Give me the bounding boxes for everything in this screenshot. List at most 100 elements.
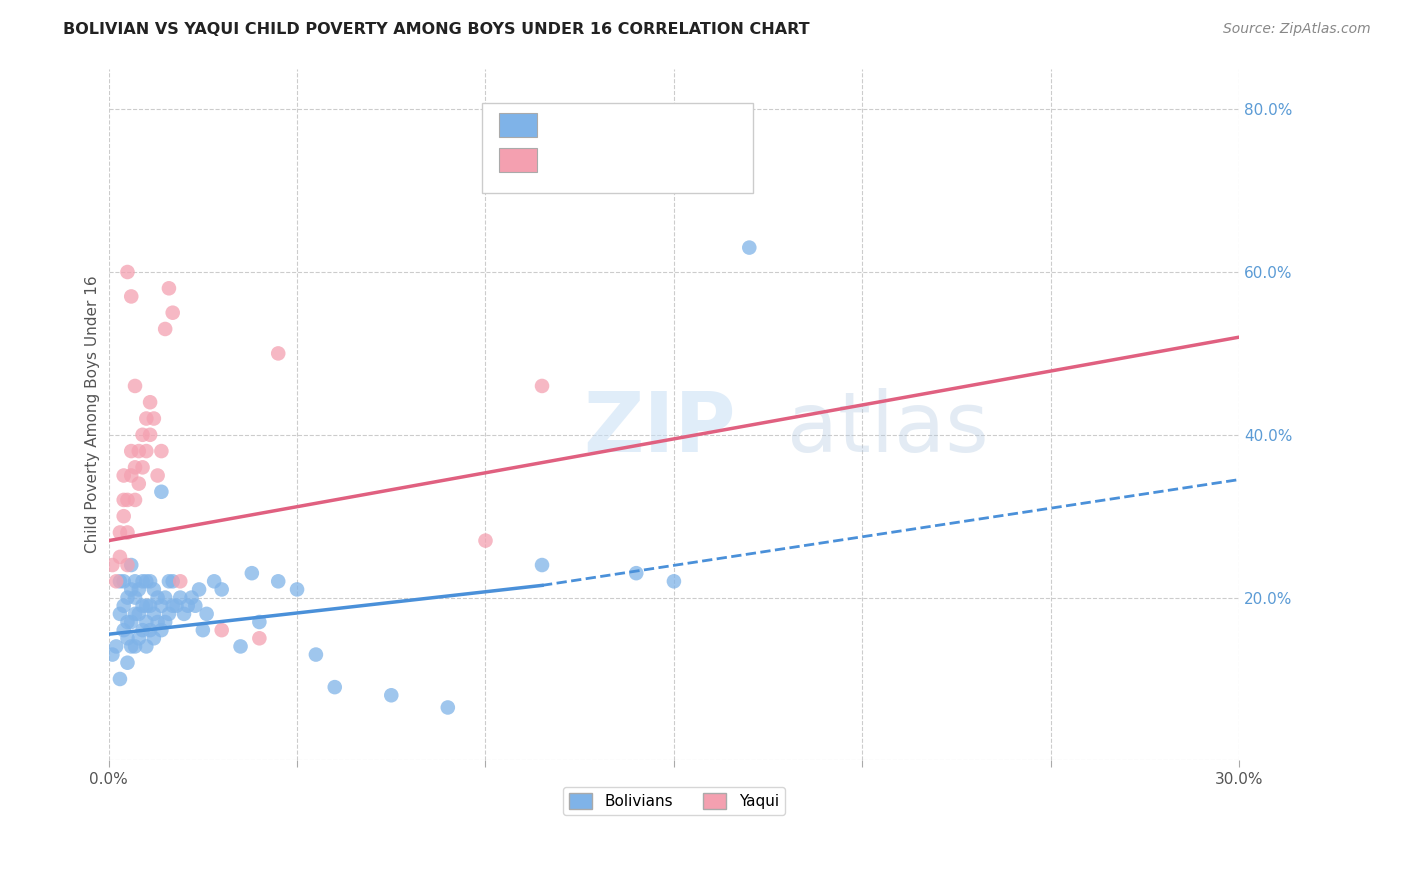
Point xyxy=(162,574,184,589)
Point xyxy=(124,591,146,605)
Point xyxy=(120,640,142,654)
FancyBboxPatch shape xyxy=(499,148,537,171)
Point xyxy=(195,607,218,621)
Point xyxy=(135,640,157,654)
Text: R =: R = xyxy=(550,152,585,169)
Point xyxy=(162,599,184,613)
Point xyxy=(738,241,761,255)
Point xyxy=(247,632,270,646)
Text: atlas: atlas xyxy=(787,388,988,469)
Point xyxy=(162,306,184,320)
Point xyxy=(131,623,153,637)
Point xyxy=(153,322,176,336)
Y-axis label: Child Poverty Among Boys Under 16: Child Poverty Among Boys Under 16 xyxy=(86,276,100,553)
Point xyxy=(131,574,153,589)
Point xyxy=(184,599,207,613)
Point xyxy=(157,607,180,621)
Point xyxy=(139,623,162,637)
Point xyxy=(305,648,328,662)
Point xyxy=(436,700,458,714)
Text: 71: 71 xyxy=(679,117,703,135)
Point xyxy=(531,379,554,393)
Point xyxy=(120,615,142,629)
Point xyxy=(166,599,188,613)
Point xyxy=(120,289,142,303)
Point xyxy=(108,672,131,686)
Point xyxy=(112,468,135,483)
Point xyxy=(120,582,142,597)
Text: 0.148: 0.148 xyxy=(586,117,638,135)
Point xyxy=(105,640,128,654)
Point xyxy=(131,427,153,442)
Point xyxy=(177,599,200,613)
Point xyxy=(131,460,153,475)
Point xyxy=(267,346,290,360)
Point xyxy=(240,566,263,581)
Point xyxy=(150,623,173,637)
Point xyxy=(124,607,146,621)
Point xyxy=(146,591,169,605)
Text: ZIP: ZIP xyxy=(583,388,735,469)
Point xyxy=(128,444,150,458)
Point xyxy=(323,680,346,694)
Point xyxy=(180,591,202,605)
Point xyxy=(169,574,191,589)
Point xyxy=(101,558,124,572)
Point xyxy=(146,468,169,483)
Text: Source: ZipAtlas.com: Source: ZipAtlas.com xyxy=(1223,22,1371,37)
Point xyxy=(124,460,146,475)
Point xyxy=(153,615,176,629)
Point xyxy=(108,574,131,589)
Point xyxy=(135,411,157,425)
Point xyxy=(267,574,290,589)
Point xyxy=(202,574,225,589)
Point xyxy=(169,591,191,605)
Point xyxy=(117,558,139,572)
Point xyxy=(135,599,157,613)
Point xyxy=(120,444,142,458)
Point xyxy=(128,582,150,597)
Point xyxy=(108,525,131,540)
FancyBboxPatch shape xyxy=(482,103,754,193)
Point xyxy=(135,444,157,458)
Text: 37: 37 xyxy=(679,152,703,169)
Point xyxy=(157,574,180,589)
Point xyxy=(247,615,270,629)
Point xyxy=(120,468,142,483)
Point xyxy=(139,395,162,409)
Point xyxy=(108,549,131,564)
Point xyxy=(146,615,169,629)
Point xyxy=(139,599,162,613)
Point xyxy=(131,599,153,613)
Point xyxy=(101,648,124,662)
Point xyxy=(120,558,142,572)
Point xyxy=(150,444,173,458)
Point xyxy=(191,623,214,637)
Point xyxy=(117,265,139,279)
Point xyxy=(142,582,165,597)
Point xyxy=(128,607,150,621)
Point xyxy=(474,533,496,548)
Point xyxy=(117,615,139,629)
Text: N =: N = xyxy=(645,117,682,135)
Point xyxy=(211,582,233,597)
Point xyxy=(142,411,165,425)
Point xyxy=(112,599,135,613)
Point xyxy=(135,615,157,629)
Point xyxy=(142,607,165,621)
Point xyxy=(124,574,146,589)
Point xyxy=(108,607,131,621)
Point xyxy=(117,632,139,646)
Point xyxy=(105,574,128,589)
Point xyxy=(626,566,648,581)
Point xyxy=(153,591,176,605)
Point xyxy=(124,379,146,393)
Text: 0.286: 0.286 xyxy=(586,152,638,169)
Point xyxy=(285,582,308,597)
Point xyxy=(124,640,146,654)
Point xyxy=(112,492,135,507)
Point xyxy=(173,607,195,621)
Point xyxy=(112,509,135,524)
Point xyxy=(211,623,233,637)
Point xyxy=(112,623,135,637)
